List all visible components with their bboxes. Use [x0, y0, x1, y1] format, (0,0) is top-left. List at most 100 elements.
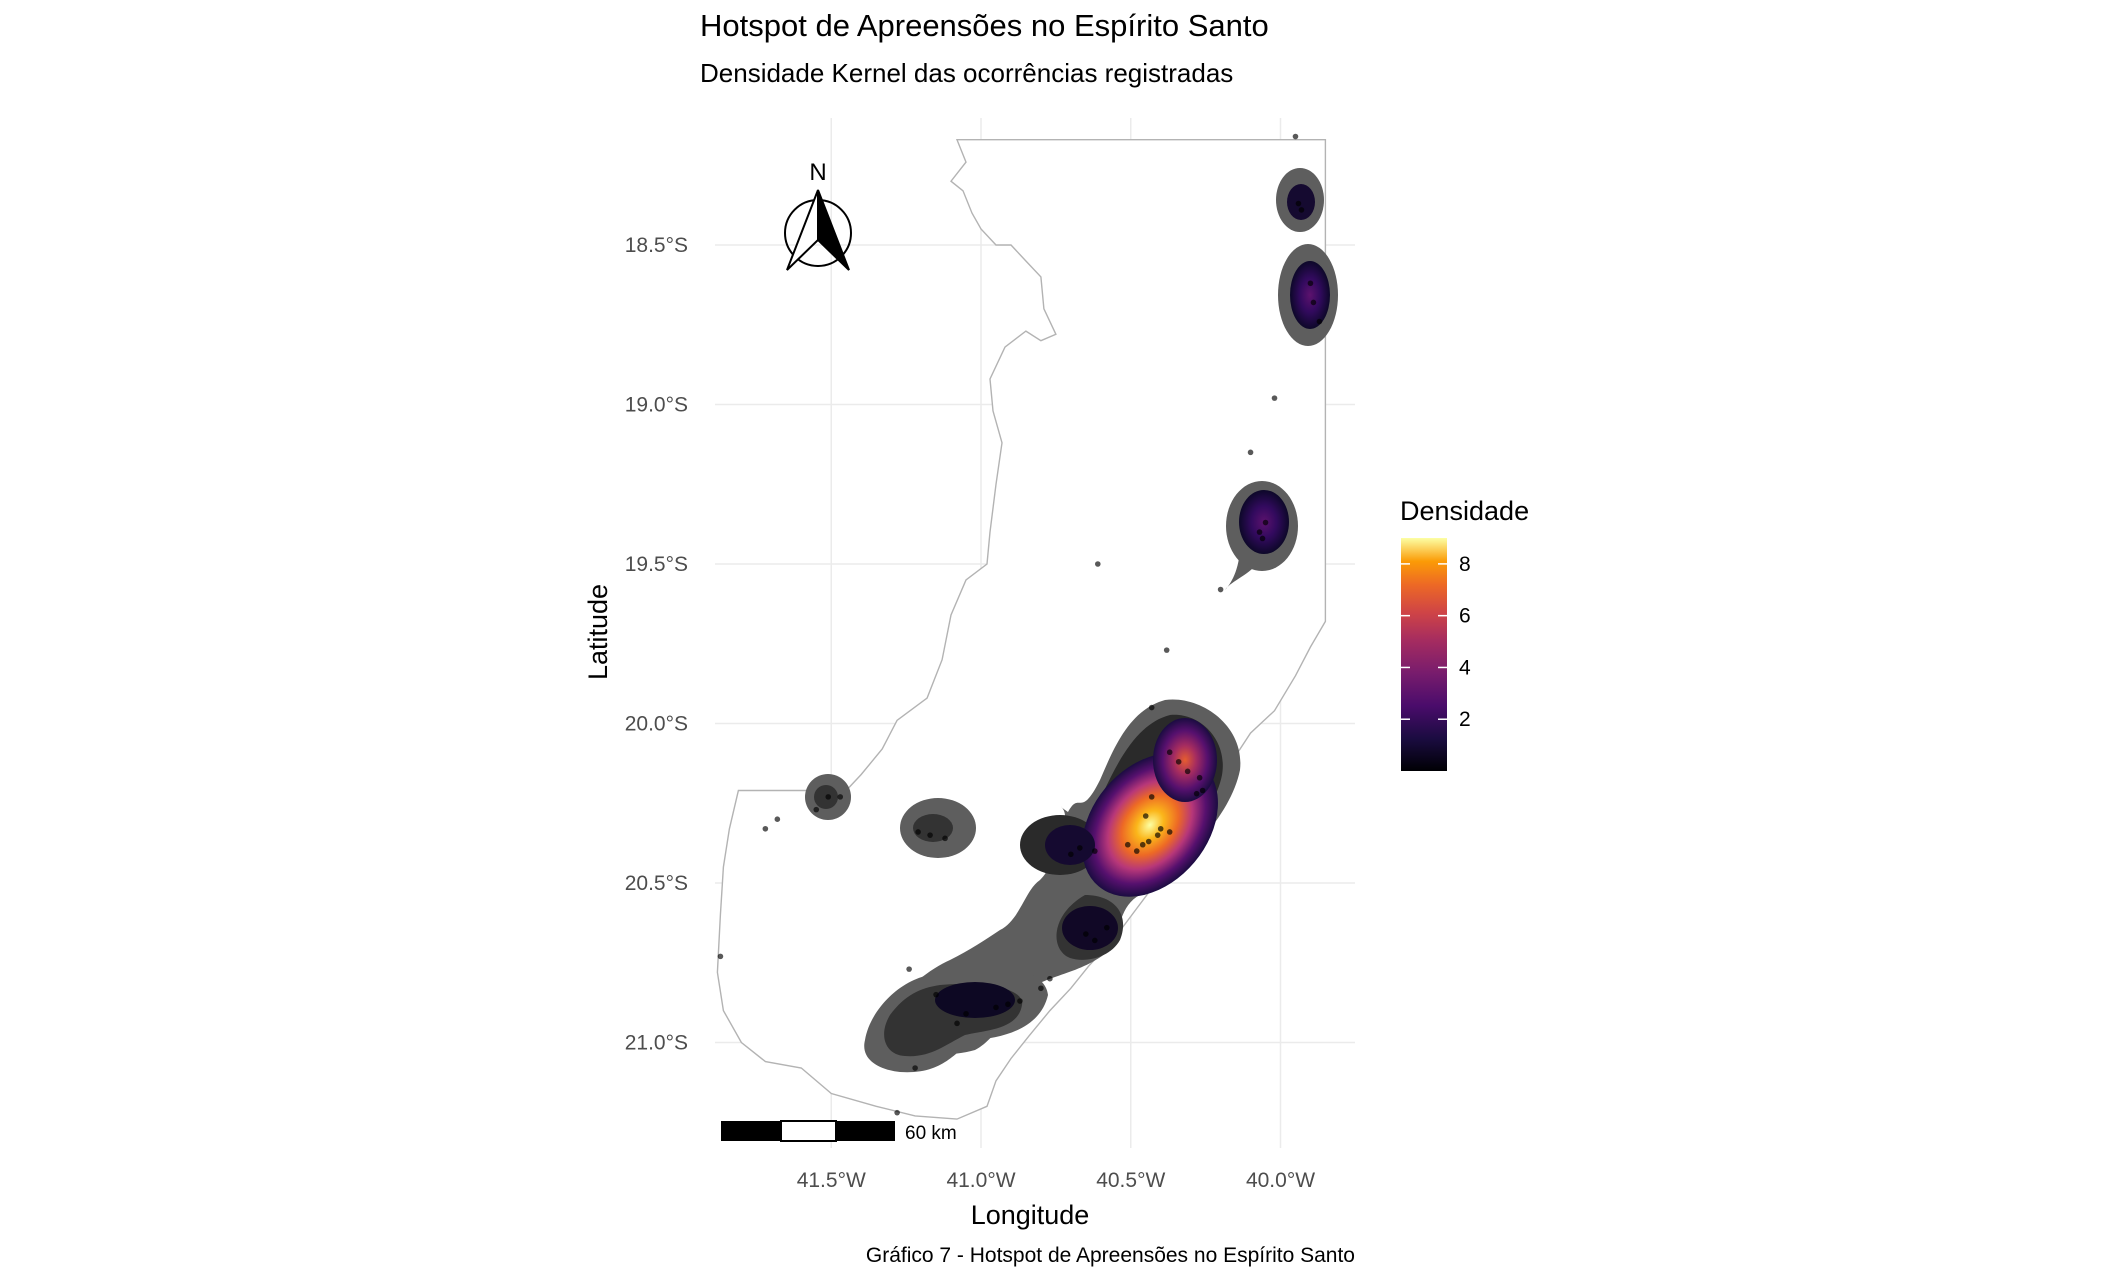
- occurrence-point: [1157, 825, 1164, 832]
- y-tick-label-3: 20.0°S: [625, 713, 688, 736]
- x-axis-ticks: 41.5°W 41.0°W 40.5°W 40.0°W: [797, 1169, 1316, 1192]
- occurrence-point: [1298, 207, 1305, 213]
- occurrence-point: [1068, 851, 1074, 858]
- occurrence-point: [1139, 841, 1146, 848]
- occurrence-point: [1316, 318, 1323, 325]
- occurrence-point: [1154, 832, 1161, 838]
- occurrence-point: [717, 953, 724, 960]
- occurrence-point: [894, 1109, 900, 1116]
- occurrence-point: [954, 1020, 960, 1027]
- occurrence-point: [933, 991, 939, 998]
- occurrence-point: [762, 825, 769, 832]
- scale-bar: 60 km: [721, 1120, 957, 1144]
- north-arrow-right: [817, 189, 850, 271]
- occurrence-point: [1196, 774, 1203, 781]
- occurrence-point: [1271, 395, 1278, 401]
- occurrence-point: [942, 835, 948, 842]
- caption: Gráfico 7 - Hotspot de Apreensões no Esp…: [866, 1244, 1355, 1267]
- x-tick-label-1: 41.0°W: [946, 1169, 1015, 1192]
- occurrence-point: [1095, 561, 1101, 567]
- scale-segment-1: [721, 1121, 781, 1141]
- occurrence-point: [774, 816, 781, 822]
- y-tick-label-0: 18.5°S: [625, 234, 688, 257]
- occurrence-point: [963, 1010, 969, 1017]
- scale-bar-label: 60 km: [905, 1123, 957, 1144]
- occurrence-point: [1092, 848, 1098, 854]
- y-axis-title: Latitude: [583, 584, 613, 680]
- x-axis-title: Longitude: [971, 1200, 1090, 1230]
- occurrence-point: [1193, 790, 1200, 797]
- density-core-colatina: [913, 814, 953, 842]
- x-tick-label-0: 41.5°W: [797, 1169, 866, 1192]
- occurrence-point: [1307, 280, 1314, 287]
- density-tail-linhares: [1225, 545, 1260, 590]
- occurrence-point: [1047, 975, 1053, 982]
- legend-title: Densidade: [1400, 496, 1529, 526]
- occurrence-point: [1256, 529, 1263, 535]
- legend-label-0: 2: [1459, 708, 1471, 731]
- legend-label-1: 4: [1459, 656, 1471, 679]
- occurrence-point: [915, 829, 921, 835]
- occurrence-point: [1295, 200, 1302, 207]
- occurrence-point: [993, 1004, 999, 1011]
- occurrence-point: [813, 806, 820, 813]
- occurrence-point: [1148, 704, 1155, 711]
- plot-subtitle: Densidade Kernel das ocorrências registr…: [700, 58, 1234, 88]
- density-core-north2: [1287, 184, 1315, 220]
- scale-segment-3: [836, 1121, 895, 1141]
- occurrence-point: [1166, 749, 1173, 756]
- occurrence-point: [1092, 937, 1098, 944]
- y-tick-label-1: 19.0°S: [625, 394, 688, 417]
- occurrence-point: [1148, 794, 1155, 800]
- occurrence-point: [1017, 998, 1023, 1004]
- occurrence-point: [1103, 924, 1110, 931]
- y-tick-label-5: 21.0°S: [625, 1032, 688, 1055]
- y-tick-label-4: 20.5°S: [625, 872, 688, 895]
- density-core-guarapari: [1062, 906, 1118, 950]
- density-core-north1: [1290, 261, 1330, 329]
- legend-colorbar: [1401, 538, 1447, 771]
- occurrence-point: [1259, 535, 1266, 542]
- occurrence-point: [825, 794, 832, 800]
- legend-label-2: 6: [1459, 605, 1471, 628]
- x-tick-label-2: 40.5°W: [1096, 1169, 1165, 1192]
- occurrence-point: [927, 832, 933, 838]
- occurrence-point: [1005, 1001, 1011, 1008]
- y-axis-ticks: 18.5°S 19.0°S 19.5°S 20.0°S 20.5°S 21.0°S: [625, 234, 688, 1055]
- occurrence-point: [1133, 848, 1140, 854]
- occurrence-point: [1217, 586, 1224, 593]
- occurrence-point: [1292, 133, 1299, 140]
- occurrence-point: [837, 794, 844, 800]
- occurrence-point: [1166, 829, 1173, 835]
- density-core-west: [1045, 825, 1095, 865]
- north-arrow: N: [784, 159, 852, 271]
- occurrence-point: [1163, 647, 1170, 653]
- scale-segment-2: [780, 1120, 837, 1142]
- occurrence-point: [1077, 845, 1083, 851]
- legend: Densidade 2 4 6 8: [1400, 496, 1529, 771]
- occurrence-point: [1184, 768, 1191, 775]
- occurrence-point: [1124, 841, 1131, 848]
- occurrence-point: [1262, 519, 1269, 526]
- density-layer: [805, 168, 1338, 1073]
- density-core-serra: [1153, 718, 1217, 802]
- legend-label-3: 8: [1459, 553, 1471, 576]
- occurrence-point: [1247, 449, 1254, 456]
- occurrence-point: [906, 966, 912, 972]
- occurrence-point: [1175, 758, 1182, 765]
- north-arrow-left: [786, 189, 819, 271]
- occurrence-point: [1038, 985, 1044, 992]
- occurrence-point: [1142, 813, 1149, 819]
- y-tick-label-2: 19.5°S: [625, 553, 688, 576]
- x-tick-label-3: 40.0°W: [1246, 1169, 1315, 1192]
- occurrence-points: [717, 133, 1323, 1116]
- north-label: N: [809, 159, 826, 186]
- occurrence-point: [1310, 299, 1317, 306]
- occurrence-point: [1083, 931, 1089, 937]
- occurrence-point: [1199, 787, 1206, 794]
- density-core-sw: [935, 982, 1015, 1018]
- occurrence-point: [912, 1065, 918, 1071]
- legend-ticks: 2 4 6 8: [1401, 553, 1471, 731]
- plot-title: Hotspot de Apreensões no Espírito Santo: [700, 8, 1269, 43]
